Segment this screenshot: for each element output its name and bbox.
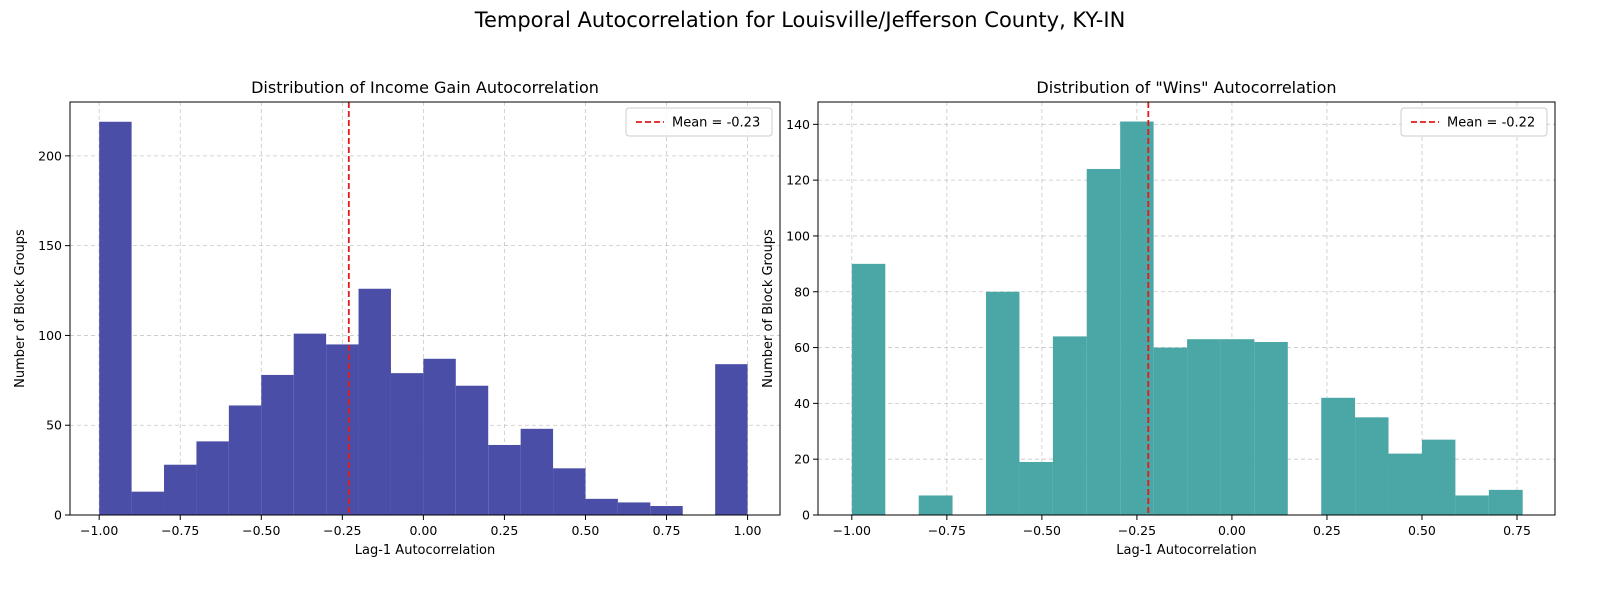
x-tick-label: −0.25 [1118,523,1156,538]
histogram-bar [1455,495,1489,515]
histogram-bar [1321,397,1356,515]
x-tick-label: −0.25 [323,523,361,538]
histogram-bar [715,364,748,515]
legend-mean-label: Mean = -0.22 [1447,116,1535,131]
histogram-bar [553,468,586,515]
histogram-bar [650,506,683,515]
x-axis-label: Lag-1 Autocorrelation [355,543,496,558]
y-tick-label: 50 [46,418,62,433]
legend-mean-label: Mean = -0.23 [672,116,760,131]
y-tick-label: 60 [794,340,810,355]
y-tick-label: 0 [802,508,810,523]
y-tick-label: 40 [794,396,810,411]
x-tick-label: 0.25 [491,523,519,538]
histogram-bar [390,373,424,515]
histogram-bar [1388,453,1422,515]
histogram-bar [293,333,327,515]
figure-title: Temporal Autocorrelation for Louisville/… [474,8,1126,32]
legend-box [1400,107,1548,137]
y-tick-label: 80 [794,284,810,299]
x-tick-label: 0.50 [1408,523,1436,538]
x-axis-label: Lag-1 Autocorrelation [1116,543,1257,558]
histogram-bar [488,444,521,515]
histogram-bar [617,502,651,515]
y-tick-label: 0 [54,508,62,523]
wins-histogram-panel: −1.00 −0.75 −0.50 −0.25 0.00 0.25 0.50 0.75 0 20 4… [761,78,1556,558]
y-tick-label: 20 [794,452,810,467]
histogram-bar [423,358,456,515]
y-tick-label: 150 [38,238,62,253]
y-tick-label: 100 [786,228,810,243]
histogram-bar [986,291,1020,515]
histogram-bar [261,374,294,515]
x-tick-label: −0.75 [928,523,966,538]
histogram-bar [1421,439,1456,515]
y-axis-label: Number of Block Groups [13,229,28,388]
histogram-bar [196,441,229,515]
y-tick-label: 120 [786,173,810,188]
x-tick-label: 1.00 [734,523,762,538]
x-tick-label: −0.75 [161,523,199,538]
histogram-bar [326,344,359,515]
histogram-bar [520,428,554,515]
histogram-bar [585,498,618,515]
x-tick-label: 0.75 [653,523,681,538]
histogram-bar [918,495,953,515]
plot-frame [69,101,781,516]
x-tick-label: 0.50 [572,523,600,538]
histogram-bar [851,263,886,515]
x-tick-label: −0.50 [1023,523,1061,538]
histogram-bar [164,464,197,515]
income-gain-histogram-panel: −1.00 −0.75 −0.50 −0.25 0.00 0.25 0.50 0.75 1.00… [13,78,781,558]
histogram-bar [1488,489,1523,515]
y-tick-label: 100 [38,328,62,343]
y-tick-label: 140 [786,117,810,132]
histogram-bar [1355,417,1389,515]
x-tick-label: −1.00 [80,523,118,538]
histogram-bar [99,121,132,516]
histogram-bar [1153,347,1188,515]
histogram-bar [131,491,165,515]
histogram-bar [1019,461,1053,515]
x-tick-label: 0.00 [409,523,437,538]
panel-title: Distribution of Income Gain Autocorrelat… [251,78,599,97]
histogram-bar [1254,341,1288,515]
legend-box [625,107,773,137]
histogram-bar [228,405,262,515]
y-axis-label: Number of Block Groups [761,229,776,388]
y-tick-label: 200 [38,148,62,163]
histogram-bar [1220,339,1255,515]
x-tick-label: 0.00 [1218,523,1246,538]
x-tick-label: 0.25 [1313,523,1341,538]
plot-frame [817,101,1556,516]
x-tick-label: −1.00 [833,523,871,538]
histogram-bar [358,288,391,515]
x-tick-label: 0.75 [1503,523,1531,538]
x-tick-label: −0.50 [242,523,280,538]
histogram-bar [1052,336,1087,515]
histogram-bar [1187,339,1221,515]
panel-title: Distribution of "Wins" Autocorrelation [1036,78,1336,97]
histogram-bar [455,385,489,515]
histogram-bar [1086,168,1121,516]
